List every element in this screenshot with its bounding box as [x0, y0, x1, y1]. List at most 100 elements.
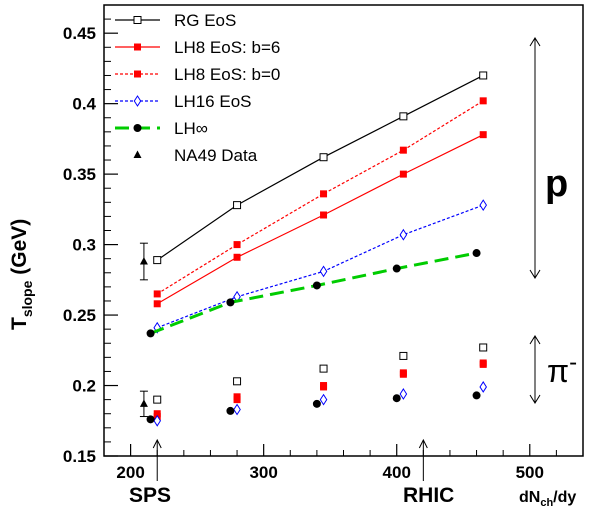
y-tick-label: 0.25 [63, 306, 96, 325]
data-point [312, 399, 321, 408]
data-point [233, 253, 241, 261]
legend-label: NA49 Data [174, 146, 258, 165]
data-point [153, 410, 161, 418]
pion-range-arrow-head [529, 394, 541, 404]
proton-label: p [545, 163, 568, 205]
legend: RG EoS LH8 EoS: b=6 LH8 EoS: b=0 LH16 EoS LH… [115, 11, 280, 165]
legend-label: RG EoS [174, 11, 236, 30]
series-3 [153, 199, 488, 427]
legend-label: LH16 EoS [174, 92, 252, 111]
data-point [226, 298, 235, 307]
series-2 [153, 97, 487, 418]
data-point [399, 228, 408, 241]
data-point [479, 199, 488, 212]
x-tick-label: 400 [383, 463, 411, 482]
data-point [233, 241, 241, 249]
data-point [479, 97, 487, 105]
rhic-label: RHIC [403, 484, 454, 507]
sps-label: SPS [129, 484, 171, 507]
data-point [146, 415, 155, 424]
y-tick-label: 0.15 [63, 447, 96, 466]
series-0 [153, 71, 488, 404]
data-point [153, 414, 162, 427]
data-point [399, 112, 408, 121]
legend-marker [133, 95, 142, 107]
x-tick-label: 500 [516, 463, 544, 482]
data-point [226, 406, 235, 415]
legend-marker [134, 43, 141, 51]
data-point [139, 257, 148, 265]
rhic-arrow-head [418, 438, 428, 449]
x-axis-title-sub: ch [540, 497, 553, 509]
series-line [157, 204, 484, 329]
series-line [156, 100, 484, 295]
axes: 200 300 400 500 0.15 0.2 0.25 0.3 0.35 0.4 0.45 [63, 4, 584, 482]
data-point [153, 290, 161, 298]
data-point [319, 265, 328, 278]
x-tick-label: 300 [249, 463, 277, 482]
pion-label-main: π [547, 353, 569, 389]
data-point [392, 264, 401, 273]
data-point [479, 71, 488, 80]
data-point [233, 393, 241, 401]
data-point [399, 170, 407, 178]
data-point [399, 351, 408, 360]
legend-marker [133, 150, 142, 158]
sps-arrow-head [152, 438, 162, 449]
data-point [319, 393, 328, 406]
data-point [479, 359, 487, 367]
y-tick-label: 0.45 [63, 24, 96, 43]
annotations: p π- SPS RHIC dNch/dy Tslope (GeV) [8, 37, 577, 509]
data-point [320, 211, 328, 219]
proton-range-arrow-head [529, 269, 541, 279]
y-axis-title: Tslope (GeV) [8, 219, 35, 330]
legend-label: LH8 EoS: b=6 [174, 38, 280, 57]
data-point [153, 256, 162, 265]
y-tick-label: 0.35 [63, 165, 96, 184]
data-point [472, 391, 481, 400]
data-point [399, 146, 407, 154]
data-point [399, 369, 407, 377]
data-point [146, 329, 155, 338]
data-point [233, 403, 241, 416]
legend-marker [133, 124, 142, 132]
x-axis-title: dNch/dy [519, 489, 576, 509]
data-point [139, 399, 148, 407]
y-tick-label: 0.3 [72, 236, 96, 255]
legend-label: LH8 EoS: b=0 [174, 65, 280, 84]
data-point [479, 131, 487, 139]
y-axis-title-main: T [8, 317, 31, 330]
pion-label: π- [547, 349, 577, 389]
data-point [479, 343, 488, 352]
y-tick-label: 0.2 [72, 377, 96, 396]
series-layer [139, 71, 488, 427]
series-5 [139, 242, 148, 418]
data-point [233, 201, 242, 210]
data-point [233, 377, 242, 386]
pion-label-sup: - [569, 349, 577, 376]
data-point [392, 394, 401, 403]
data-point [312, 281, 321, 290]
legend-marker [133, 16, 142, 24]
data-point [153, 300, 161, 308]
y-axis-title-sub: slope [19, 280, 35, 317]
proton-range-arrow-head [529, 37, 541, 47]
pion-range-arrow-head [529, 335, 541, 345]
data-point [472, 249, 481, 258]
x-tick-label: 200 [116, 463, 144, 482]
data-point [319, 153, 328, 162]
series-line [150, 251, 477, 335]
data-point [153, 395, 162, 404]
series-1 [153, 131, 487, 421]
legend-label: LH∞ [174, 119, 208, 138]
y-axis-title-tail: (GeV) [8, 219, 31, 281]
y-tick-label: 0.4 [72, 95, 96, 114]
legend-marker [134, 70, 141, 78]
series-4 [146, 249, 481, 424]
x-axis-title-main: dN [519, 489, 540, 506]
x-axis-title-tail: /dy [553, 489, 576, 506]
data-point [479, 381, 488, 393]
data-point [319, 364, 328, 373]
data-point [399, 388, 408, 400]
